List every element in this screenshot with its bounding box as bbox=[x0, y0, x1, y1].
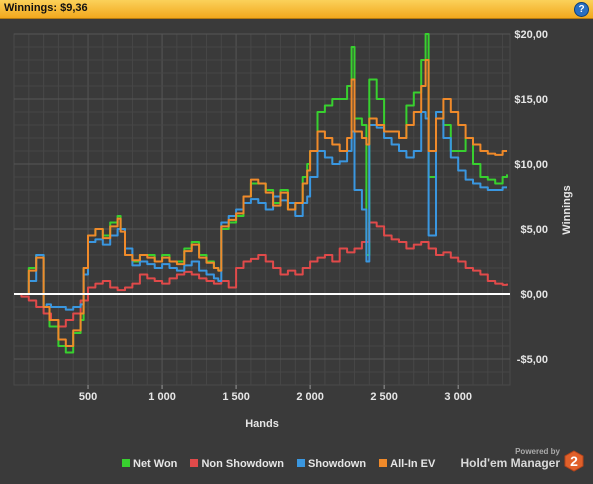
legend-label: Non Showdown bbox=[201, 458, 284, 470]
winnings-chart-svg: 500 1 000 1 500 2 000 2 500 3 000 -$5,00 $0,00 $… bbox=[13, 29, 573, 430]
y-tick-label: $20,00 bbox=[514, 29, 548, 41]
title-bar: Winnings: $9,36 ? bbox=[0, 0, 593, 19]
winnings-chart: 500 1 000 1 500 2 000 2 500 3 000 -$5,00 $0,00 $… bbox=[0, 19, 593, 479]
y-tick-label: $15,00 bbox=[514, 94, 548, 106]
legend-label: All-In EV bbox=[390, 458, 436, 470]
axes: 500 1 000 1 500 2 000 2 500 3 000 -$5,00 $0,00 $… bbox=[79, 29, 548, 403]
legend-item-net-won[interactable]: Net Won bbox=[122, 458, 177, 470]
legend-item-non-showdown[interactable]: Non Showdown bbox=[190, 458, 284, 470]
series-layer bbox=[14, 33, 510, 354]
legend-swatch bbox=[190, 459, 199, 467]
y-tick-label: $10,00 bbox=[514, 159, 548, 171]
x-tick-label: 1 500 bbox=[222, 391, 250, 403]
legend-item-showdown[interactable]: Showdown bbox=[297, 458, 366, 470]
legend: Net Won Non Showdown Showdown All-In EV bbox=[122, 458, 445, 470]
x-tick-label: 2 500 bbox=[370, 391, 398, 403]
x-tick-label: 2 000 bbox=[296, 391, 324, 403]
legend-swatch bbox=[297, 459, 306, 467]
brand-block: Powered by Hold'em Manager bbox=[460, 447, 560, 470]
series-line-all-in-ev bbox=[14, 59, 507, 347]
legend-swatch bbox=[122, 459, 130, 467]
x-tick-label: 3 000 bbox=[444, 391, 472, 403]
legend-label: Net Won bbox=[133, 458, 178, 470]
x-tick-label: 1 000 bbox=[148, 391, 176, 403]
x-axis-label: Hands bbox=[245, 418, 279, 430]
plot-area bbox=[13, 33, 511, 386]
y-tick-label: $5,00 bbox=[520, 224, 548, 236]
y-tick-label: $0,00 bbox=[520, 289, 548, 301]
legend-swatch bbox=[379, 459, 388, 467]
help-icon[interactable]: ? bbox=[574, 2, 589, 17]
legend-label: Showdown bbox=[308, 458, 367, 470]
series-line-non-showdown bbox=[14, 221, 508, 328]
brand-name: Hold'em Manager bbox=[460, 456, 560, 470]
powered-by-text: Powered by bbox=[515, 447, 560, 456]
x-tick-label: 500 bbox=[79, 391, 97, 403]
logo-digit: 2 bbox=[570, 453, 578, 469]
y-axis-label: Winnings bbox=[561, 185, 573, 234]
window-title: Winnings: $9,36 bbox=[4, 2, 88, 14]
y-tick-label: -$5,00 bbox=[517, 354, 548, 366]
legend-item-all-in-ev[interactable]: All-In EV bbox=[379, 458, 435, 470]
hm2-logo-icon: 2 bbox=[564, 450, 584, 472]
